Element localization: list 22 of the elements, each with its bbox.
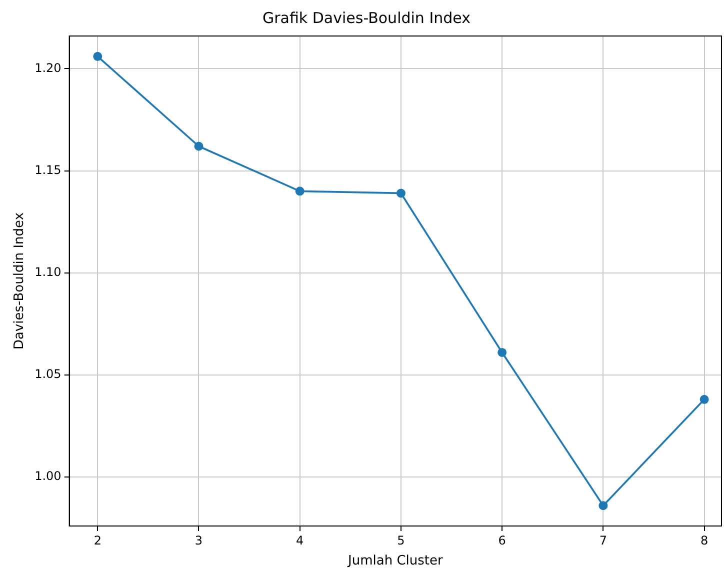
y-tick-label: 1.20: [34, 60, 62, 75]
y-tick-label: 1.05: [34, 367, 62, 382]
point: [700, 394, 709, 404]
y-axis-title: Davies-Bouldin Index: [12, 212, 28, 350]
y-tick-label: 1.00: [34, 469, 62, 484]
x-tick-label: 8: [700, 533, 708, 548]
point: [93, 52, 102, 61]
x-tick-label: 2: [94, 533, 102, 548]
y-tick-label: 1.15: [34, 162, 62, 177]
x-tick-label: 7: [599, 533, 608, 548]
point: [598, 501, 608, 510]
x-axis-title: Jumlah Cluster: [346, 554, 444, 569]
chart-title: Grafik Davies-Bouldin Index: [262, 8, 471, 27]
point: [194, 142, 204, 151]
point: [295, 186, 304, 196]
x-tick-label: 5: [397, 533, 405, 548]
y-tick-label: 1.10: [34, 264, 62, 279]
point: [396, 188, 406, 198]
x-tick-label: 6: [498, 533, 506, 548]
x-tick-label: 4: [296, 533, 304, 548]
point: [498, 348, 507, 357]
x-tick-label: 3: [194, 533, 203, 548]
